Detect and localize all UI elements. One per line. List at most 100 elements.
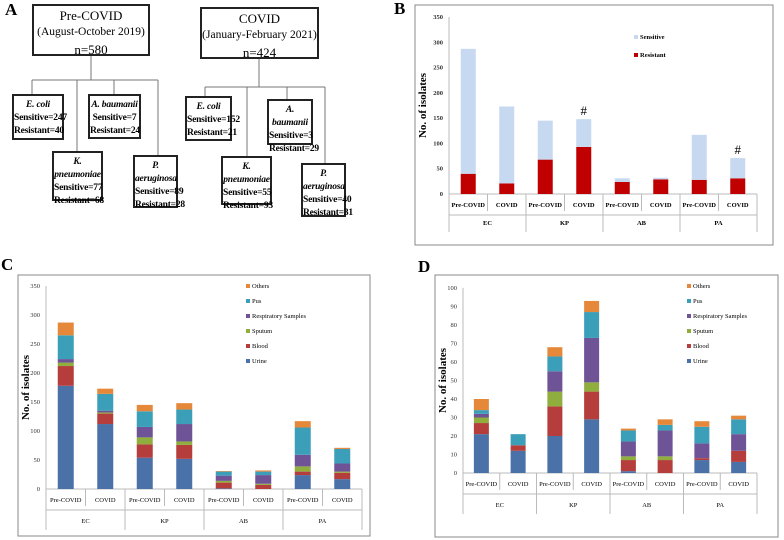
resistant-count: Resistant=31 [303, 208, 353, 218]
covid-ecoli-box: E. coli Sensitive=152 Resistant=21 [185, 96, 240, 141]
bar-urine [215, 488, 232, 489]
bar-sputum [547, 391, 563, 407]
organism-name: E. coli [196, 102, 221, 112]
bar-others [215, 471, 232, 472]
bar-blood [136, 444, 153, 458]
bar-urine [731, 461, 747, 473]
bar-respiratory-samples [694, 443, 710, 459]
bar-sputum [57, 362, 74, 367]
bar-blood [473, 423, 489, 435]
y-tick-label: 250 [433, 65, 443, 72]
x-category-label: Pre-COVID [50, 497, 82, 504]
y-tick-label: 50 [34, 457, 41, 464]
x-group-label: KP [160, 518, 169, 525]
x-group-label: KP [569, 502, 578, 509]
covid-kpneumoniae-box: K. pneumoniae Sensitive=55 Resistant=93 [221, 156, 273, 211]
y-tick-label: 0 [440, 191, 443, 198]
bar-resistant [576, 146, 592, 194]
bar-resistant [537, 159, 553, 194]
bar-urine [620, 471, 636, 473]
panel-label-b: B [394, 0, 406, 18]
chart-d: 0 10 20 30 40 50 60 70 80 90 100 No. of isolates Pre… [434, 274, 779, 538]
organism-name: A. baumanii [91, 100, 138, 110]
covid-title: COVID [238, 11, 281, 26]
bar-urine [136, 457, 153, 489]
x-category-label: COVID [253, 497, 274, 504]
legend-label: Blood [252, 343, 269, 350]
bar-pus [215, 471, 232, 476]
legend-swatch [246, 359, 250, 363]
bar-sputum [620, 456, 636, 461]
bar-blood [657, 460, 673, 473]
significance-marker: # [735, 142, 742, 157]
y-tick-label: 100 [433, 140, 443, 147]
bar-others [334, 447, 351, 449]
bar-others [547, 347, 563, 357]
bar-blood [547, 406, 563, 436]
legend-swatch [634, 35, 638, 39]
bar-blood [731, 450, 747, 462]
y-axis-label: No. of isolates [437, 347, 449, 413]
x-category-label: Pre-COVID [606, 202, 640, 209]
bar-blood [215, 482, 232, 489]
legend-label: Sputum [252, 328, 272, 335]
y-axis-label: No. of isolates [20, 354, 32, 420]
pre-covid-period: (August-October 2019) [37, 26, 145, 38]
bar-blood [57, 366, 74, 386]
legend-label: Blood [693, 343, 710, 350]
chart-c: 0 50 100 150 200 250 300 350 No. of isolates Pre-… [17, 274, 371, 537]
bar-respiratory-samples [731, 434, 747, 451]
x-group-label: AB [637, 220, 647, 227]
resistant-count: Resistant=29 [269, 144, 319, 154]
y-tick-label: 150 [433, 115, 443, 122]
bar-respiratory-samples [215, 475, 232, 481]
y-tick-label: 200 [433, 90, 443, 97]
x-category-label: Pre-COVID [208, 497, 240, 504]
bar-others [176, 403, 193, 410]
y-tick-label: 350 [433, 14, 443, 21]
pre-covid-title: Pre-COVID [59, 8, 123, 23]
pre-covid-summary-box: Pre-COVID (August-October 2019) n=580 [32, 4, 150, 57]
bar-others [97, 388, 114, 394]
bar-others [620, 428, 636, 431]
covid-abaumanii-box: A. baumanii Sensitive=3 Resistant=29 [267, 99, 319, 154]
y-tick-label: 300 [30, 312, 40, 319]
sensitive-count: Sensitive=89 [135, 187, 184, 197]
bar-sputum [176, 441, 193, 445]
legend-swatch [246, 314, 250, 318]
sensitive-count: Sensitive=3 [269, 131, 313, 141]
resistant-count: Resistant=40 [14, 126, 64, 136]
sensitive-count: Sensitive=7 [92, 113, 137, 123]
bar-pus [731, 419, 747, 435]
covid-period: (January-February 2021) [202, 29, 317, 41]
sensitive-count: Sensitive=77 [54, 183, 103, 193]
panel-label-a: A [5, 0, 18, 19]
x-group-label: EC [496, 502, 504, 509]
x-category-label: COVID [655, 481, 676, 488]
y-tick-label: 20 [451, 433, 458, 440]
bar-resistant [691, 179, 707, 194]
bar-others [136, 404, 153, 412]
bar-pus [294, 427, 311, 455]
x-category-label: COVID [581, 481, 602, 488]
bar-others [731, 415, 747, 420]
bar-sputum [294, 466, 311, 472]
bar-sensitive [730, 158, 746, 179]
bar-urine [510, 450, 526, 473]
x-category-label: COVID [508, 481, 529, 488]
chart-frame [434, 274, 779, 538]
bar-pus [657, 424, 673, 431]
y-tick-label: 150 [30, 399, 40, 406]
pre-covid-paeruginosa-box: P. aeruginosa Sensitive=89 Resistant=28 [133, 155, 185, 210]
legend-label: Others [252, 283, 270, 290]
legend-label: Resistant [640, 52, 666, 59]
x-category-label: Pre-COVID [539, 481, 571, 488]
bar-resistant [653, 179, 669, 194]
x-category-label: Pre-COVID [529, 202, 563, 209]
bar-pus [255, 471, 272, 476]
legend-swatch [687, 314, 691, 318]
bar-urine [584, 419, 600, 473]
y-tick-label: 40 [451, 396, 458, 403]
